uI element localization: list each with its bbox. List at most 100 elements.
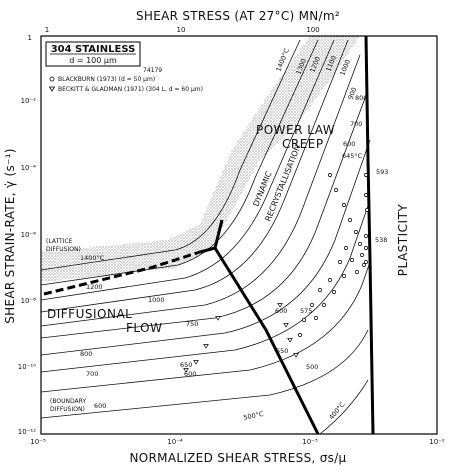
legend-title: 304 STAINLESS — [51, 44, 136, 55]
data-point-circle — [348, 218, 352, 222]
data-point-circle — [362, 263, 366, 267]
data-label-593: 593 — [376, 168, 388, 176]
contour-label-750: 750 — [186, 320, 198, 328]
data-labels: 645°C 593 538 600 575 550 500 — [275, 152, 388, 371]
data-point-circle — [328, 173, 332, 177]
boundary-plasticity — [364, 35, 375, 435]
legend: 304 STAINLESS d = 100 μm 74179 BLACKBURN… — [45, 41, 203, 93]
data-point-triangle — [215, 316, 221, 321]
y-tick-1e-12: 10⁻¹² — [18, 428, 36, 436]
contour-700 — [40, 199, 371, 373]
contour-1100 — [40, 39, 349, 313]
data-point-circle — [318, 288, 322, 292]
y-tick-1e-6: 10⁻⁶ — [21, 231, 37, 239]
data-point-triangle — [287, 338, 293, 343]
region-diffusional: DIFFUSIONAL — [47, 307, 132, 321]
data-point-circle — [365, 208, 369, 212]
region-boundary-1: (BOUNDARY — [50, 398, 86, 405]
y-tick-1e-10: 10⁻¹⁰ — [18, 363, 36, 371]
y-tick-1: 1 — [28, 34, 32, 42]
legend-entry-beckitt: BECKITT & GLADMAN (1971) (304 L, d = 60 … — [58, 86, 203, 93]
contour-900 — [40, 89, 369, 339]
data-point-circle — [358, 242, 362, 246]
region-plasticity: PLASTICITY — [396, 204, 410, 277]
data-point-triangle — [293, 353, 299, 358]
region-creep: CREEP — [282, 137, 324, 151]
data-point-triangle — [203, 344, 209, 349]
data-point-circle — [350, 258, 354, 262]
data-point-triangle — [277, 303, 283, 308]
data-point-circle — [302, 318, 306, 322]
contour-1000 — [40, 54, 361, 327]
data-label-550: 550 — [276, 347, 288, 355]
contour-800 — [40, 139, 371, 356]
data-point-circle — [322, 303, 326, 307]
data-point-circle — [364, 193, 368, 197]
field-boundaries — [43, 35, 375, 435]
data-label-645: 645°C — [342, 152, 363, 160]
x-axis-title: NORMALIZED SHEAR STRESS, σs/μ — [130, 451, 347, 465]
contour-label-600-top: 600 — [343, 140, 355, 148]
data-point-circle — [354, 230, 358, 234]
contour-label-500: 500°C — [243, 410, 265, 422]
data-point-circle — [334, 188, 338, 192]
contour-1200 — [40, 39, 335, 301]
data-point-circle — [364, 246, 368, 250]
contour-label-700-low: 700 — [86, 370, 98, 378]
contour-label-400: 400°C — [327, 400, 346, 421]
legend-subtitle: d = 100 μm — [69, 56, 117, 65]
legend-marker-triangle — [48, 86, 56, 92]
region-lattice-1: (LATTICE — [46, 238, 73, 245]
contour-label-1200-low: 1200 — [86, 283, 103, 291]
contour-lines — [40, 39, 371, 435]
data-point-circle — [364, 173, 368, 177]
recrystallisation-band — [41, 36, 360, 282]
boundary-lattice-diffusion — [43, 250, 201, 296]
boundary-diffusional-powerlaw — [213, 247, 320, 435]
data-point-circle — [298, 333, 302, 337]
x-tick-labels: 10⁻⁵ 10⁻⁴ 10⁻³ 10⁻² — [30, 438, 445, 446]
y-axis-title: SHEAR STRAIN-RATE, γ̇ (s⁻¹) — [3, 148, 17, 324]
data-points — [183, 173, 369, 373]
top-tick-1: 1 — [45, 26, 49, 34]
contour-labels: 1400°C 1300 1200 1100 1000 900 800 700 6… — [80, 47, 367, 422]
data-point-circle — [338, 260, 342, 264]
region-boundary-2: DIFFUSION) — [50, 406, 85, 413]
legend-marker-circle — [49, 76, 55, 82]
top-axis-title: SHEAR STRESS (AT 27°C) MN/m² — [136, 9, 340, 23]
plot-frame — [40, 35, 438, 435]
contour-label-600-low: 600 — [94, 402, 106, 410]
x-tick-1e-4: 10⁻⁴ — [167, 438, 183, 446]
data-point-circle — [314, 316, 318, 320]
x-tick-1e-3: 10⁻³ — [302, 438, 318, 446]
data-point-circle — [364, 234, 368, 238]
data-point-circle — [332, 290, 336, 294]
legend-entry-blackburn: BLACKBURN (1973) (d = 50 μm) — [58, 76, 155, 83]
y-tick-1e-4: 10⁻⁴ — [21, 164, 37, 172]
top-tick-labels: 1 10 100 — [45, 26, 320, 34]
data-point-circle — [310, 303, 314, 307]
contour-500 — [40, 329, 369, 419]
data-point-circle — [328, 278, 332, 282]
x-tick-1e-5: 10⁻⁵ — [30, 438, 46, 446]
legend-code: 74179 — [143, 67, 162, 74]
data-label-575: 575 — [300, 307, 312, 315]
contour-1400 — [40, 39, 301, 271]
y-tick-1e-8: 10⁻⁸ — [21, 297, 37, 305]
contour-label-1000-low: 1000 — [148, 296, 165, 304]
contour-600 — [40, 261, 371, 393]
contour-label-600-mid: 600 — [184, 370, 196, 378]
data-point-triangle — [283, 323, 289, 328]
data-point-triangle — [193, 360, 199, 365]
data-label-500: 500 — [306, 363, 318, 371]
data-point-circle — [344, 246, 348, 250]
region-power-law: POWER LAW — [256, 123, 335, 137]
top-tick-100: 100 — [306, 26, 319, 34]
data-point-circle — [355, 270, 359, 274]
contour-1300 — [40, 39, 319, 286]
contour-label-1400-low: 1400°C — [80, 254, 105, 262]
data-point-triangle — [183, 368, 189, 373]
data-label-600: 600 — [275, 307, 287, 315]
